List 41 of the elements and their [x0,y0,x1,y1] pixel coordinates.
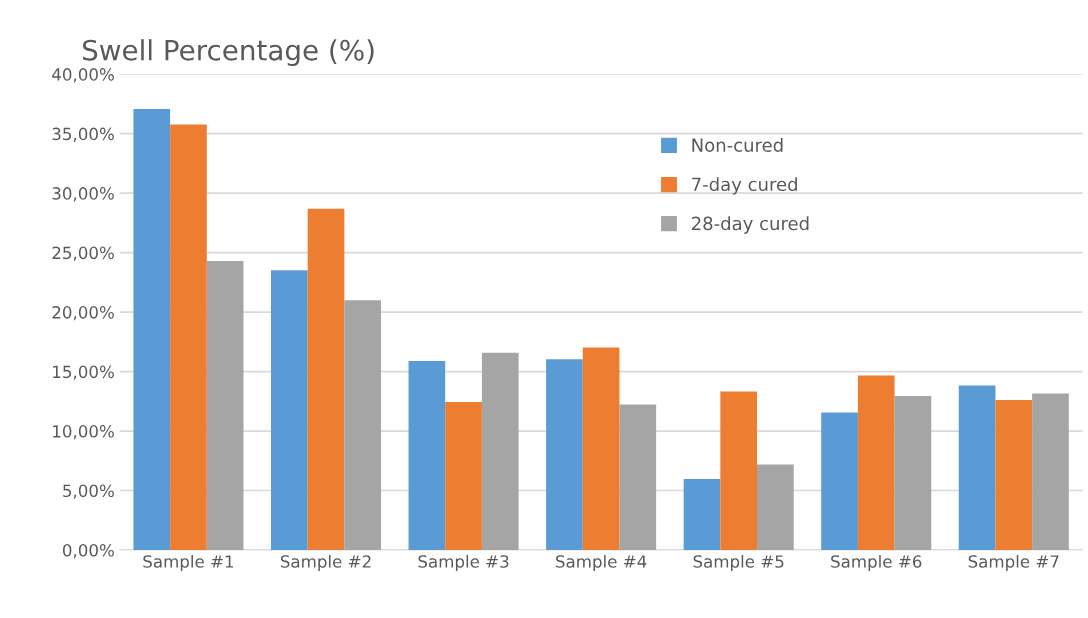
bar [582,347,620,551]
legend-label: Non-cured [692,138,783,152]
bar [821,412,858,551]
y-tick-label: 10,00% [53,425,114,440]
y-tick-label: 20,00% [52,306,114,321]
x-tick-label: Sample #6 [831,554,922,572]
bar [133,108,171,551]
y-tick-label: 25,00% [52,246,114,261]
bar [683,479,721,551]
y-tick-label: 35,00% [52,127,114,142]
y-tick-label: 0,00% [62,543,114,559]
y-tick-label: 40,00% [52,68,114,83]
x-tick-label: Sample #3 [418,554,509,572]
bar [445,402,482,551]
x-tick-label: Sample #7 [968,554,1059,572]
bar [408,361,446,551]
bar [546,359,583,551]
bar [170,124,207,551]
x-tick-label: Sample #2 [280,554,371,572]
bar [757,464,794,551]
bar [1032,393,1069,551]
bar [619,404,657,551]
y-tick-label: 30,00% [52,187,114,202]
chart-title: Swell Percentage (%) [83,39,374,67]
x-tick-label: Sample #5 [693,554,784,572]
bar [270,270,308,551]
bar [720,391,758,551]
bar [857,375,895,551]
legend-label: 7-day cured [692,177,797,195]
legend-label: 28-day cured [691,216,809,234]
bar [958,385,996,551]
y-tick-label: 5,00% [63,484,114,499]
bar [894,396,932,551]
bar [344,300,382,551]
x-tick-label: Sample #4 [556,554,647,572]
bar [481,352,519,551]
bar [307,208,345,551]
x-tick-label: Sample #1 [143,554,234,572]
y-tick-label: 15,00% [53,365,114,380]
bar [206,260,244,551]
bar [995,399,1033,551]
